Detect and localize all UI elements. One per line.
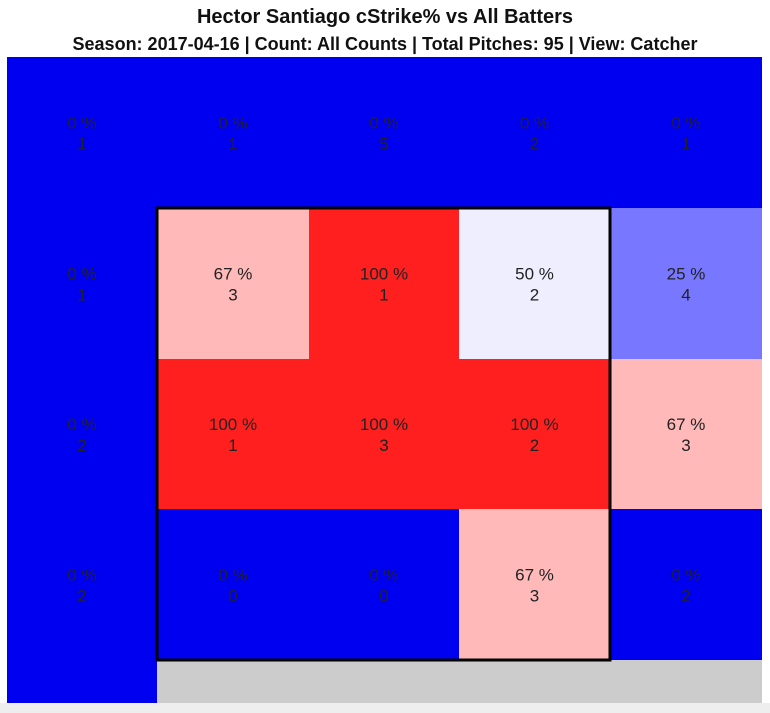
cell-percent-label: 67 % xyxy=(515,566,554,585)
cell-count-label: 0 xyxy=(228,587,237,606)
cell-percent-label: 67 % xyxy=(214,265,253,284)
heatmap-cell xyxy=(610,208,762,359)
heatmap-cell xyxy=(157,509,309,660)
heatmap-cell xyxy=(610,509,762,660)
cell-count-label: 2 xyxy=(77,436,86,455)
heatmap-cell xyxy=(459,208,610,359)
plot-lower-margin xyxy=(157,660,762,703)
cell-count-label: 5 xyxy=(379,135,388,154)
cell-count-label: 1 xyxy=(77,286,86,305)
cell-percent-label: 0 % xyxy=(67,566,96,585)
cell-percent-label: 0 % xyxy=(671,566,700,585)
heatmap-cell xyxy=(309,509,459,660)
cell-count-label: 3 xyxy=(379,436,388,455)
cell-count-label: 1 xyxy=(681,135,690,154)
cell-count-label: 1 xyxy=(379,286,388,305)
cell-percent-label: 50 % xyxy=(515,265,554,284)
heatmap-cell xyxy=(459,57,610,208)
cell-percent-label: 25 % xyxy=(667,265,706,284)
heatmap-cell xyxy=(610,57,762,208)
cell-percent-label: 100 % xyxy=(510,415,558,434)
cell-count-label: 0 xyxy=(379,587,388,606)
cell-percent-label: 100 % xyxy=(360,415,408,434)
cell-count-label: 4 xyxy=(681,286,690,305)
chart-subtitle: Season: 2017-04-16 | Count: All Counts |… xyxy=(72,34,698,54)
cell-percent-label: 0 % xyxy=(218,114,247,133)
heatmap-cell xyxy=(309,208,459,359)
heatmap-cell xyxy=(309,359,459,509)
cell-count-label: 3 xyxy=(530,587,539,606)
bottom-band xyxy=(0,703,770,713)
cell-percent-label: 67 % xyxy=(667,415,706,434)
cell-count-label: 2 xyxy=(530,135,539,154)
heatmap-cell xyxy=(157,359,309,509)
cell-count-label: 3 xyxy=(681,436,690,455)
cell-count-label: 2 xyxy=(681,587,690,606)
cell-percent-label: 0 % xyxy=(671,114,700,133)
cell-percent-label: 0 % xyxy=(369,566,398,585)
heatmap-cell xyxy=(7,359,157,509)
heatmap-cell xyxy=(157,57,309,208)
cell-percent-label: 0 % xyxy=(67,415,96,434)
cell-percent-label: 100 % xyxy=(360,265,408,284)
heatmap-cells xyxy=(7,57,762,703)
cell-percent-label: 0 % xyxy=(218,566,247,585)
cell-count-label: 3 xyxy=(228,286,237,305)
chart-title: Hector Santiago cStrike% vs All Batters xyxy=(196,6,574,28)
cell-count-label: 2 xyxy=(530,286,539,305)
cell-percent-label: 0 % xyxy=(520,114,549,133)
heatmap-cell xyxy=(309,57,459,208)
cell-percent-label: 0 % xyxy=(369,114,398,133)
heatmap-cell xyxy=(7,208,157,359)
cell-count-label: 1 xyxy=(228,135,237,154)
heatmap-cell xyxy=(459,509,610,660)
strike-zone-border xyxy=(155,206,612,662)
heatmap-cell xyxy=(157,208,309,359)
heatmap-cell xyxy=(7,57,157,208)
cell-percent-label: 0 % xyxy=(67,265,96,284)
heatmap-cell xyxy=(7,509,157,660)
heatmap-cell xyxy=(610,359,762,509)
heatmap-cell xyxy=(459,359,610,509)
cell-count-label: 2 xyxy=(530,436,539,455)
cell-count-label: 1 xyxy=(228,436,237,455)
cell-percent-label: 100 % xyxy=(209,415,257,434)
cell-count-label: 2 xyxy=(77,587,86,606)
cell-count-label: 1 xyxy=(77,135,86,154)
cell-percent-label: 0 % xyxy=(67,114,96,133)
